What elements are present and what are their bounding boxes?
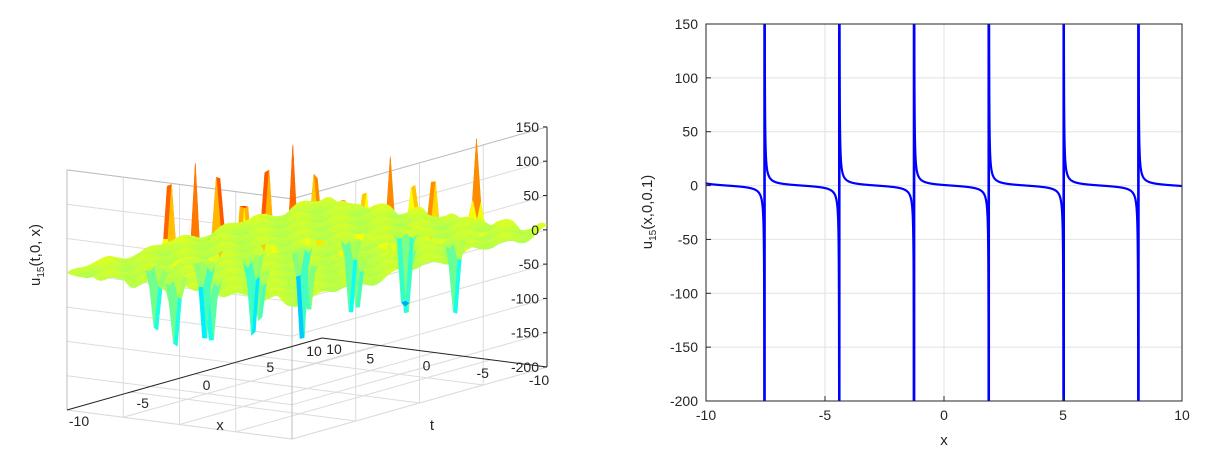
surface-mesh (66, 138, 548, 347)
surface-t-tick: 0 (203, 377, 211, 393)
surface-t-tick: 10 (326, 341, 342, 357)
surface-z-tick: 100 (516, 153, 540, 169)
line-y-tick: -150 (670, 339, 698, 355)
surface-x-tick: -10 (529, 372, 549, 388)
surface-x-tick: 0 (423, 358, 431, 374)
grid-line (123, 344, 379, 418)
box-edge (321, 337, 548, 368)
series-line-segment (763, 24, 841, 401)
surface-t-tick: 5 (266, 359, 274, 375)
surface-z-tick: -50 (519, 256, 539, 272)
series-line-segment (912, 24, 990, 401)
series-line-segment (1062, 24, 1140, 401)
surface-axes-box-front (66, 337, 548, 411)
box-edge (66, 337, 323, 411)
series-line-segment (1137, 24, 1182, 188)
surface-z-tick: 50 (523, 188, 539, 204)
surface-z-tick: -100 (511, 290, 539, 306)
surface-patch (317, 197, 326, 202)
line-y-tick: 0 (690, 178, 698, 194)
line-y-tick: -100 (670, 285, 698, 301)
line-x-tick: 0 (940, 407, 948, 423)
line-x-tick: -5 (819, 407, 832, 423)
line-y-tick: -200 (670, 393, 698, 409)
surface-x-tick: 10 (306, 343, 322, 359)
series-line-segment (987, 24, 1065, 401)
series-line-segment (706, 182, 766, 401)
line-x-label: x (940, 432, 948, 449)
box-edge (66, 169, 293, 200)
line-x-tick: 10 (1174, 407, 1190, 423)
surface-z-tick: -200 (511, 359, 539, 375)
surface-z-label: u15(t,0, x) (27, 224, 47, 286)
surface-t-tick: -5 (137, 395, 150, 411)
line-x-tick: 5 (1059, 407, 1067, 423)
surface-t-label: t (430, 417, 435, 434)
series-line-segment (838, 24, 915, 401)
line-y-tick: 100 (675, 70, 699, 86)
surface-x-label: x (216, 417, 224, 434)
line-y-tick: -50 (678, 231, 698, 247)
surface-z-tick: -150 (511, 325, 539, 341)
surface-z-tick: 0 (531, 222, 539, 238)
box-edge (291, 126, 548, 200)
surface-x-tick: 5 (366, 350, 374, 366)
surface-x-tick: -5 (477, 365, 490, 381)
grid-line (194, 373, 420, 404)
line-y-tick: 50 (682, 124, 698, 140)
surface-z-tick: 150 (516, 119, 540, 135)
line-y-label: u15(x,0,0.1) (639, 175, 659, 250)
surface-t-tick: -10 (69, 413, 89, 429)
line-x-tick: -10 (696, 407, 716, 423)
line-y-tick: 150 (675, 16, 699, 32)
grid-line (258, 355, 484, 386)
line-plot-series (706, 24, 1182, 401)
